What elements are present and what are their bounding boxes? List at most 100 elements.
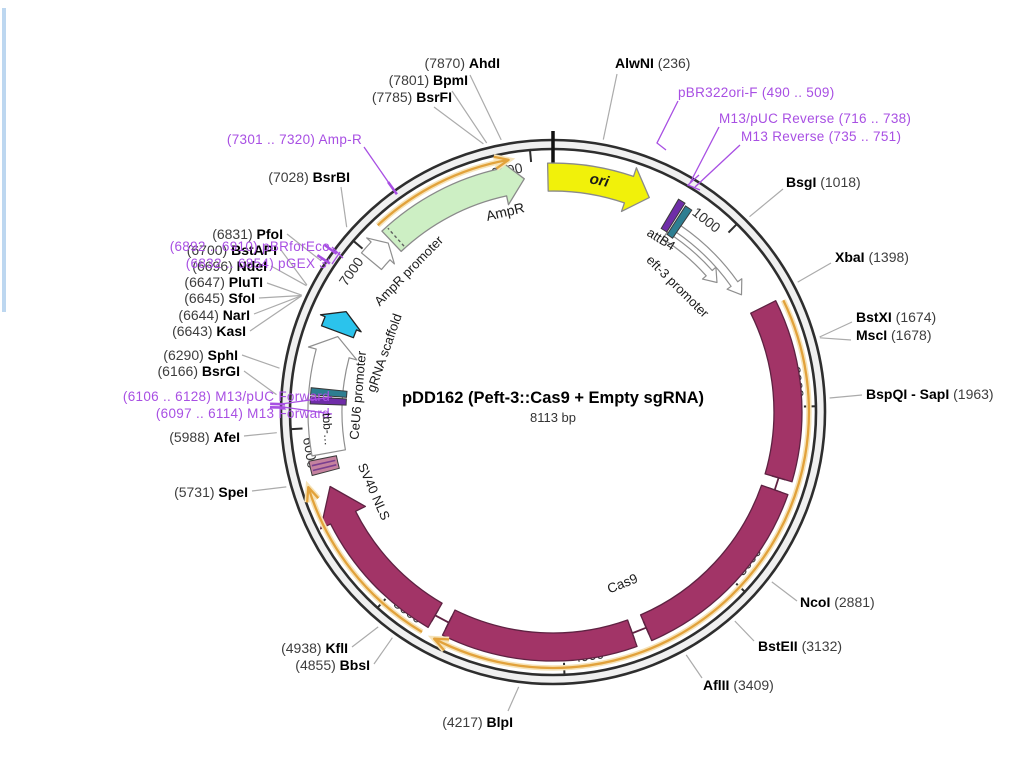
primer-mark-pGEX 3'	[316, 254, 331, 265]
feature-ampr-promoter	[360, 237, 395, 271]
primer-label-M13 Reverse: M13 Reverse (735 .. 751)	[741, 129, 901, 144]
site-line-SpeI	[251, 486, 287, 492]
site-line-XbaI	[797, 262, 832, 283]
feature-ampr	[381, 159, 525, 253]
feature-label-ceu6-promoter: CeU6 promoter	[346, 350, 369, 440]
site-label-SpeI: (5731) SpeI	[174, 484, 248, 500]
primer-mark-Amp-R	[387, 181, 398, 195]
primer-pointer-pGEX 3'	[331, 251, 341, 265]
site-label-AlwNI: AlwNI (236)	[615, 55, 690, 71]
site-label-SfoI: (6645) SfoI	[184, 290, 255, 306]
feature-eft3-bar	[666, 205, 693, 239]
feature-ori	[546, 162, 650, 213]
site-label-BsrGI: (6166) BsrGI	[158, 363, 240, 379]
site-line-AfeI	[243, 432, 277, 437]
site-label-AflII: AflII (3409)	[703, 677, 774, 693]
site-line-BsrGI	[243, 370, 277, 396]
plasmid-title-block: pDD162 (Peft-3::Cas9 + Empty sgRNA) 8113…	[402, 389, 704, 425]
segment-connector-cap	[771, 475, 786, 481]
site-line-SfoI	[258, 294, 302, 299]
site-label-BsrBI: (7028) BsrBI	[268, 169, 350, 185]
segment-connector	[773, 477, 780, 491]
feature-orf-cas9-b	[307, 486, 423, 633]
primer-label-pBR322ori-F: pBR322ori-F (490 .. 509)	[678, 85, 835, 100]
site-label-BlpI: (4217) BlpI	[442, 714, 513, 730]
primer-pointer-M13/pUC Forward	[280, 396, 333, 405]
site-line-AflII	[685, 654, 703, 679]
site-label-BstEII: BstEII (3132)	[758, 638, 842, 654]
primer-mark-pBRforEco	[323, 243, 338, 255]
feature-cas9-sv40nls	[320, 485, 443, 629]
primer-label-pBRforEco: (6892 .. 6910) pBRforEco	[170, 239, 330, 254]
site-line-MscI	[819, 337, 852, 341]
feature-cas9-seg2	[639, 484, 789, 642]
site-line-AhdI	[469, 74, 502, 141]
feature-label-ampr: AmpR	[484, 199, 526, 224]
site-label-PluTI: (6647) PluTI	[184, 274, 263, 290]
feature-grna-scaffold-arrow	[319, 310, 362, 339]
site-label-BstAPI: (6700) BstAPI	[187, 242, 277, 258]
site-label-PfoI: (6831) PfoI	[212, 226, 283, 242]
site-line-NcoI	[771, 581, 798, 602]
site-line-KasI	[249, 295, 302, 332]
site-label-BsrFI: (7785) BsrFI	[372, 89, 452, 105]
site-label-MscI: MscI (1678)	[856, 327, 931, 343]
tick-6000	[289, 427, 303, 431]
feature-label-sv40-nls: SV40 NLS	[355, 461, 393, 523]
site-label-NdeI: (6696) NdeI	[192, 258, 267, 274]
site-line-AlwNI	[602, 73, 618, 140]
site-label-XbaI: XbaI (1398)	[835, 249, 909, 265]
tick-7000	[351, 239, 364, 250]
site-line-NdeI	[270, 265, 307, 287]
tick-8000	[528, 148, 533, 163]
feature-left-teal-bar	[310, 387, 348, 398]
plasmid-title: pDD162 (Peft-3::Cas9 + Empty sgRNA)	[401, 389, 705, 407]
site-line-BbsI	[373, 637, 393, 665]
site-label-BspQI - SapI: BspQI - SapI (1963)	[866, 386, 994, 402]
feature-attb4-bar	[660, 198, 686, 233]
site-label-NarI: (6644) NarI	[178, 307, 250, 323]
site-label-KasI: (6643) KasI	[172, 323, 246, 339]
primer-pointer-Amp-R	[363, 146, 392, 187]
site-line-BsgI	[749, 188, 784, 218]
site-label-BbsI: (4855) BbsI	[295, 657, 370, 673]
feature-label-ori: ori	[588, 170, 611, 191]
plasmid-length: 8113 bp	[529, 410, 577, 425]
site-label-AfeI: (5988) AfeI	[169, 429, 240, 445]
feature-orf-ampr-head	[493, 155, 510, 170]
feature-orf-cas9-b-head	[305, 486, 320, 503]
site-label-BstXI: BstXI (1674)	[856, 309, 936, 325]
primer-label-Amp-R: (7301 .. 7320) Amp-R	[227, 132, 362, 147]
primer-pointer-M13 Forward	[282, 406, 333, 415]
primer-mark-M13/pUC Forward	[270, 402, 286, 406]
feature-eft3-arrow-outer	[675, 224, 743, 296]
feature-eft3-arrow-inner	[662, 231, 718, 284]
site-line-BlpI	[507, 686, 520, 712]
site-line-BpmI	[451, 90, 488, 144]
site-label-SphI: (6290) SphI	[163, 347, 238, 363]
feature-orf-cas9-a	[433, 299, 811, 670]
segment-connector	[434, 614, 450, 624]
segment-connector-cap	[642, 621, 650, 635]
feature-utr-bar-stripe	[312, 464, 337, 472]
primer-pointer-pBRforEco	[331, 246, 344, 259]
site-line-BspQI - SapI	[829, 394, 863, 399]
primer-label-M13/pUC Forward: (6106 .. 6128) M13/pUC Forward	[123, 389, 330, 404]
primer-pointer-pBR322ori-F	[656, 100, 679, 151]
left-panel-edge	[2, 8, 6, 312]
site-line-SphI	[241, 354, 280, 369]
site-line-PfoI	[286, 233, 322, 262]
feature-orf-ampr	[377, 158, 509, 227]
primer-arrow-M13/pUC Reverse	[686, 174, 701, 191]
feature-orf-cas9-a-glow	[432, 299, 812, 671]
site-line-BstXI	[819, 321, 853, 338]
site-line-BsrFI	[433, 106, 484, 145]
site-label-BsgI: BsgI (1018)	[786, 174, 861, 190]
primer-pointer-M13/pUC Reverse	[689, 126, 720, 184]
site-line-BstAPI	[280, 249, 308, 286]
site-label-NcoI: NcoI (2881)	[800, 594, 875, 610]
feature-utr-bar-stripe	[311, 459, 336, 467]
feature-label-cas9: Cas9	[605, 571, 640, 597]
